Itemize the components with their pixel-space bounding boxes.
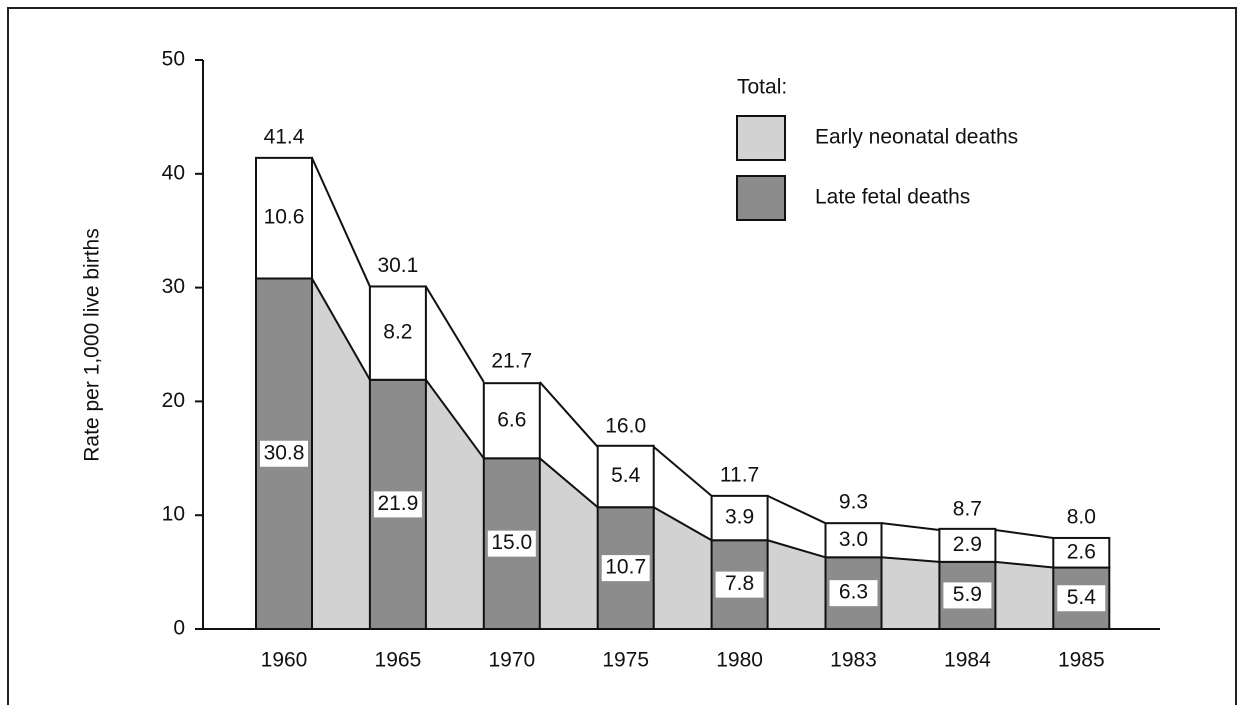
total-line bbox=[995, 529, 1054, 539]
total-line bbox=[767, 494, 826, 525]
value-label: 2.9 bbox=[953, 533, 982, 556]
total-line bbox=[311, 157, 371, 287]
y-axis-title: Rate per 1,000 live births bbox=[81, 228, 104, 461]
value-label: 30.8 bbox=[264, 441, 305, 464]
label-box bbox=[260, 440, 308, 467]
label-box bbox=[1057, 585, 1106, 612]
x-tick-label: 1983 bbox=[830, 649, 877, 672]
gap-line bbox=[311, 277, 371, 381]
legend-swatch bbox=[736, 115, 786, 161]
x-tick-label: 1980 bbox=[716, 649, 763, 672]
total-line bbox=[425, 285, 485, 383]
y-tick-label: 40 bbox=[162, 161, 185, 184]
x-tick-label: 1984 bbox=[944, 649, 991, 672]
legend-label: Early neonatal deaths bbox=[815, 126, 1018, 149]
value-label: 21.9 bbox=[377, 492, 418, 515]
total-label: 8.7 bbox=[953, 498, 982, 521]
total-line bbox=[539, 381, 599, 448]
total-label: 41.4 bbox=[264, 125, 305, 148]
value-label: 3.9 bbox=[725, 506, 754, 529]
bar-segment bbox=[368, 285, 427, 381]
bar-segment bbox=[1052, 536, 1111, 569]
x-tick-label: 1985 bbox=[1058, 649, 1105, 672]
value-label: 8.2 bbox=[383, 321, 412, 344]
total-label: 9.3 bbox=[839, 491, 868, 514]
gap-line bbox=[539, 457, 599, 508]
value-label: 10.7 bbox=[605, 556, 646, 579]
total-line bbox=[881, 522, 940, 531]
gap-area bbox=[881, 557, 940, 629]
frame bbox=[7, 7, 1237, 705]
bar-segment bbox=[482, 382, 541, 460]
total-label: 30.1 bbox=[377, 254, 418, 277]
value-label: 2.6 bbox=[1067, 540, 1096, 563]
total-label: 8.0 bbox=[1067, 506, 1096, 529]
legend-swatch bbox=[736, 175, 786, 221]
total-label: 11.7 bbox=[720, 463, 759, 486]
label-box bbox=[943, 582, 992, 609]
legend-label: Late fetal deaths bbox=[815, 186, 970, 209]
bar-segment bbox=[824, 522, 883, 559]
x-tick-label: 1965 bbox=[375, 649, 422, 672]
gap-area bbox=[425, 379, 484, 629]
value-label: 5.9 bbox=[953, 583, 982, 606]
label-box bbox=[601, 555, 650, 582]
y-tick-label: 0 bbox=[173, 617, 185, 640]
bar-segment bbox=[938, 527, 997, 563]
y-tick-label: 20 bbox=[162, 389, 185, 412]
y-tick-label: 50 bbox=[162, 48, 185, 71]
gap-area bbox=[767, 540, 826, 629]
total-label: 21.7 bbox=[491, 350, 532, 373]
gap-area bbox=[312, 278, 370, 629]
gap-line bbox=[881, 556, 940, 563]
value-label: 6.3 bbox=[839, 581, 868, 604]
bar-segment bbox=[255, 156, 313, 280]
gap-area bbox=[539, 458, 598, 629]
gap-area bbox=[995, 561, 1054, 629]
x-tick-label: 1975 bbox=[602, 649, 649, 672]
value-label: 5.4 bbox=[611, 464, 641, 487]
total-label: 16.0 bbox=[605, 414, 646, 437]
gap-line bbox=[995, 560, 1054, 569]
gap-line bbox=[653, 506, 713, 542]
value-label: 6.6 bbox=[497, 408, 526, 431]
value-label: 5.4 bbox=[1067, 586, 1097, 609]
x-tick-label: 1970 bbox=[488, 649, 535, 672]
gap-line bbox=[425, 379, 485, 459]
label-box bbox=[373, 491, 422, 518]
label-box bbox=[829, 580, 878, 607]
value-label: 15.0 bbox=[491, 531, 532, 554]
label-box bbox=[715, 571, 764, 598]
label-box bbox=[487, 530, 536, 557]
gap-line bbox=[767, 539, 826, 559]
bar-segment bbox=[710, 494, 769, 542]
total-line bbox=[653, 446, 713, 497]
bar-segment bbox=[596, 444, 655, 509]
y-tick-label: 30 bbox=[162, 275, 185, 298]
value-label: 7.8 bbox=[725, 572, 754, 595]
y-tick-label: 10 bbox=[162, 503, 185, 526]
gap-area bbox=[653, 507, 712, 629]
legend-title: Total: bbox=[737, 76, 787, 99]
value-label: 3.0 bbox=[839, 528, 868, 551]
value-label: 10.6 bbox=[264, 206, 305, 229]
x-tick-label: 1960 bbox=[261, 649, 308, 672]
